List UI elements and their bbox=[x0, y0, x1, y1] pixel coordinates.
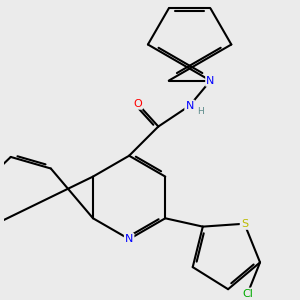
Text: Cl: Cl bbox=[242, 289, 253, 299]
Text: O: O bbox=[133, 99, 142, 109]
Text: N: N bbox=[125, 234, 133, 244]
Text: S: S bbox=[241, 219, 248, 229]
Text: N: N bbox=[206, 76, 215, 85]
Text: H: H bbox=[197, 107, 203, 116]
Text: N: N bbox=[185, 101, 194, 111]
